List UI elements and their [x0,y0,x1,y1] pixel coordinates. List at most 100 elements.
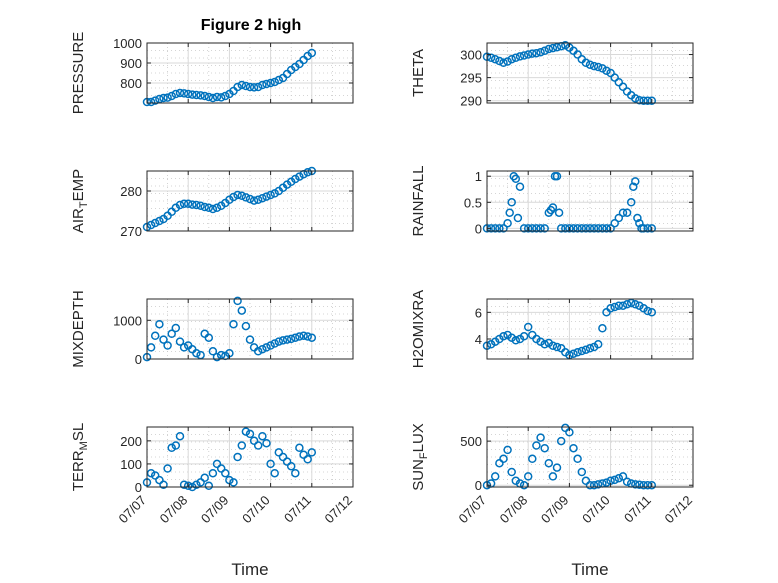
y-tick-label: 100 [120,457,142,472]
data-point [523,322,533,332]
data-point [266,459,275,469]
data-point [635,218,644,228]
data-point [241,427,251,436]
data-point [618,82,628,92]
data-point [212,92,222,102]
data-point [167,443,176,453]
data-point [593,480,603,489]
data-point [266,341,275,350]
data-point [639,224,648,233]
data-point [249,196,259,205]
data-point [631,480,640,489]
data-point [622,477,632,486]
data-point [618,208,628,217]
data-point [307,48,317,58]
y-tick-label: 280 [120,184,142,199]
data-point [303,455,312,464]
data-point [569,224,578,233]
data-point [278,336,288,345]
data-point [589,224,599,233]
data-point [540,340,549,349]
data-point [626,198,636,207]
y-tick-label: 4 [475,332,482,347]
data-point [249,436,259,446]
data-point [544,458,554,468]
subplot-h2omixra: 4 6 H2OMIXRA [410,290,694,368]
data-point [192,200,201,210]
data-point [629,182,638,191]
data-point [544,44,554,54]
data-point [647,480,657,490]
y-tick-label: 500 [460,434,482,449]
data-point [175,200,185,210]
data-point [262,343,271,352]
data-point [499,454,508,464]
data-point [593,340,603,349]
data-point [237,306,247,315]
data-point [561,41,570,50]
data-point [233,82,242,92]
data-point [573,224,582,233]
data-point [499,332,508,341]
data-point [221,468,230,478]
data-point [258,345,267,354]
data-point [212,459,222,469]
data-point [589,480,599,490]
data-point [175,431,185,441]
data-point [515,52,525,61]
data-point [581,345,591,354]
y-axis-label-terr: TERRMSL [70,423,90,491]
y-axis-label-mixdepth: MIXDEPTH [70,290,87,368]
data-point [515,182,525,191]
data-point [188,90,197,99]
data-point [249,83,259,92]
data-point [200,473,209,483]
data-point [303,167,312,177]
data-point [204,481,214,491]
data-point [295,443,304,453]
data-point [258,193,267,203]
data-point [216,93,226,102]
data-point [635,95,644,105]
data-point [150,331,160,341]
data-point [633,213,642,223]
data-point [585,480,595,490]
data-point [208,204,218,214]
data-point [208,468,218,478]
data-point [233,296,242,306]
data-point [159,93,168,103]
data-point [229,192,238,202]
data-point [548,203,558,212]
data-point [577,346,587,356]
x-axis-label: Time [571,560,608,579]
data-point [523,224,533,233]
data-point [602,66,611,75]
data-point [511,53,521,63]
data-point [503,57,512,66]
data-point [175,88,185,98]
axes-frame [486,42,694,104]
data-point [548,43,558,53]
data-point [505,208,514,217]
data-point [253,441,263,450]
data-point [573,454,582,464]
data-point [307,333,317,342]
data-point [593,62,603,72]
y-tick-label: 0.5 [464,195,482,210]
y-tick-label: 295 [460,71,482,86]
data-point [511,174,521,184]
data-point [635,480,644,490]
data-point [622,300,632,309]
data-point [155,216,164,226]
data-point [196,91,205,100]
data-point [233,452,242,462]
data-point [585,224,595,233]
data-point [303,332,312,341]
data-point [610,218,619,228]
y-tick-label: 0 [475,221,482,236]
data-point [163,93,172,102]
data-point [532,441,541,450]
y-axis-label-rainfall: RAINFALL [410,166,427,237]
data-point [282,335,292,344]
